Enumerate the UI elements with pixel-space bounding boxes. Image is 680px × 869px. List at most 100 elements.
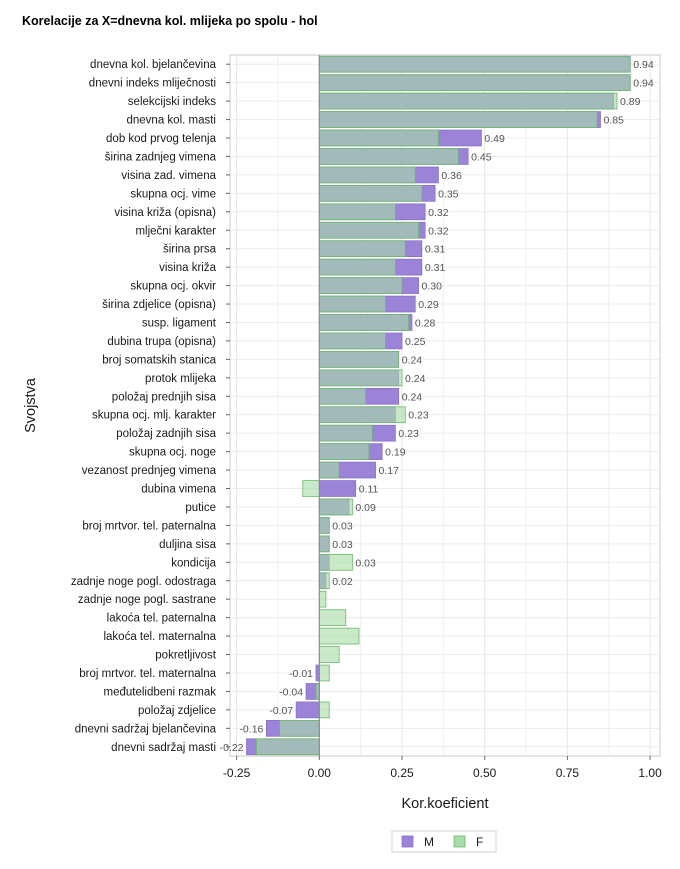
value-label: 0.49	[484, 133, 505, 145]
category-label: položaj zadnjih sisa	[116, 428, 216, 440]
category-label: broj mrtvor. tel. paternalna	[82, 520, 216, 532]
value-label: 0.24	[402, 354, 423, 366]
value-label: 0.28	[415, 317, 436, 329]
bar-f	[318, 627, 360, 645]
bar-f	[279, 719, 320, 737]
value-label: 0.03	[332, 520, 353, 532]
value-label: 0.17	[379, 465, 400, 477]
bar-f	[318, 701, 330, 719]
value-label: 0.25	[405, 336, 426, 348]
bar-f	[318, 221, 419, 239]
value-label: 0.02	[332, 576, 353, 588]
x-tick-label: 0.75	[556, 766, 580, 780]
category-label: kondicija	[171, 557, 216, 569]
value-label: 0.94	[633, 59, 654, 71]
value-label: -0.01	[289, 668, 313, 680]
bar-f	[256, 738, 320, 756]
y-axis-title: Svojstva	[23, 377, 39, 433]
x-tick-label: 0.00	[308, 766, 332, 780]
value-label: 0.03	[355, 557, 376, 569]
category-label: skupna ocj. mlj. karakter	[92, 410, 216, 422]
category-label: dnevni sadržaj masti	[111, 742, 216, 754]
chart-title: Korelacije za X=dnevna kol. mlijeka po s…	[22, 14, 318, 28]
bar-f	[318, 332, 386, 350]
category-label: položaj prednjih sisa	[112, 391, 217, 403]
bar-f	[318, 646, 340, 663]
value-label: 0.31	[425, 262, 446, 274]
plot-panel	[229, 54, 661, 757]
category-label: dnevna kol. bjelančevina	[90, 59, 217, 71]
bar-m	[318, 480, 357, 497]
bar-f	[318, 203, 396, 221]
bar-f	[318, 424, 373, 442]
category-label: dubina trupa (opisna)	[107, 336, 216, 348]
bar-f	[318, 55, 631, 73]
value-label: -0.16	[239, 723, 263, 735]
category-label: dnevna kol. masti	[127, 115, 217, 127]
bar-f	[318, 295, 386, 313]
value-label: 0.94	[633, 78, 654, 90]
bar-f	[318, 535, 330, 553]
value-label: 0.31	[425, 244, 446, 256]
x-axis-title: Kor.koeficient	[401, 796, 488, 812]
category-label: širina zdjelice (opisna)	[102, 299, 216, 311]
value-label: -0.22	[220, 742, 244, 754]
bar-f	[318, 351, 400, 368]
value-label: 0.09	[355, 502, 376, 514]
x-tick-label: 1.00	[638, 766, 662, 780]
category-label: vezanost prednjeg vimena	[82, 465, 217, 477]
bar-f	[318, 387, 367, 405]
value-label: 0.89	[620, 96, 641, 108]
category-label: lakoća tel. paternalna	[107, 613, 217, 625]
bar-f	[318, 74, 631, 92]
category-label: visina križa	[159, 262, 216, 274]
category-label: skupna ocj. vime	[130, 188, 216, 200]
category-label: zadnje noge pogl. sastrane	[78, 594, 216, 606]
value-label: 0.36	[441, 170, 462, 182]
category-label: duljina sisa	[159, 539, 216, 551]
legend-label: M	[424, 835, 434, 849]
value-label: 0.24	[402, 391, 423, 403]
category-label: visina zad. vimena	[121, 170, 216, 182]
category-label: međutelidbeni razmak	[103, 686, 216, 698]
value-label: 0.32	[428, 207, 449, 219]
bar-f	[318, 461, 340, 479]
value-label: 0.03	[332, 539, 353, 551]
value-label: 0.19	[385, 447, 406, 459]
value-label: 0.30	[422, 281, 443, 293]
bar-f	[318, 517, 330, 534]
value-label: 0.45	[471, 151, 492, 163]
value-label: 0.32	[428, 225, 449, 237]
bar-f	[302, 480, 320, 497]
x-tick-label: 0.50	[473, 766, 497, 780]
category-label: pokretljivost	[155, 650, 217, 662]
value-label: 0.23	[398, 428, 419, 440]
category-labels: dnevna kol. bjelančevina dnevni indeks ml…	[71, 59, 230, 754]
bar-f	[318, 406, 406, 424]
bar-f	[318, 185, 423, 202]
category-label: putice	[185, 502, 216, 514]
x-axis: -0.25 0.00 0.25 0.50 0.75 1.00	[223, 756, 662, 780]
bar-f	[318, 369, 403, 387]
bar-f	[318, 609, 347, 626]
x-tick-label: 0.25	[390, 766, 414, 780]
bar-f	[318, 590, 327, 608]
bars	[246, 55, 631, 756]
bar-f	[318, 92, 618, 110]
bar-f	[318, 148, 459, 165]
category-label: dob kod prvog telenja	[106, 133, 217, 145]
category-label: broj mrtvor. tel. maternalna	[79, 668, 216, 680]
category-label: visina križa (opisna)	[114, 207, 216, 219]
grid-lines	[229, 54, 661, 757]
value-label: 0.24	[405, 373, 426, 385]
bar-f	[318, 129, 439, 147]
bar-f	[318, 111, 598, 128]
category-label: susp. ligament	[142, 317, 217, 329]
category-label: skupna ocj. okvir	[130, 281, 216, 293]
category-label: broj somatskih stanica	[102, 354, 216, 366]
bar-f	[318, 572, 330, 590]
bar-f	[318, 258, 396, 276]
bar-f	[318, 277, 403, 294]
